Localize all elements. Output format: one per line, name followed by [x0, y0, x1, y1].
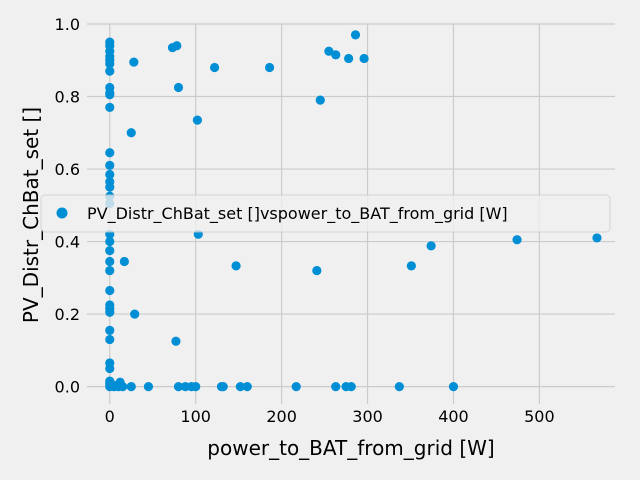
y-tick-label: 1.0	[55, 15, 80, 34]
legend-label: PV_Distr_ChBat_set []vspower_to_BAT_from…	[87, 204, 508, 224]
data-point	[105, 182, 115, 192]
data-point	[105, 363, 115, 374]
data-point	[191, 381, 201, 392]
data-point	[105, 265, 115, 276]
y-axis-label: PV_Distr_ChBat_set []	[19, 107, 43, 323]
data-point	[406, 261, 416, 271]
data-point	[173, 381, 184, 392]
data-point	[105, 256, 115, 267]
legend: PV_Distr_ChBat_set []vspower_to_BAT_from…	[40, 194, 611, 233]
legend-marker	[56, 207, 68, 219]
data-point	[105, 59, 115, 69]
scatter-points	[105, 30, 602, 392]
data-point	[105, 325, 115, 335]
data-point	[512, 235, 522, 245]
data-point	[192, 115, 203, 125]
data-point	[426, 241, 436, 251]
data-point	[324, 46, 334, 56]
data-point	[171, 336, 181, 346]
x-tick-label: 200	[266, 407, 297, 426]
data-point	[129, 57, 139, 67]
data-point	[105, 285, 115, 296]
data-point	[105, 90, 115, 100]
data-point	[394, 381, 404, 392]
data-point	[312, 265, 322, 276]
data-point	[105, 246, 115, 256]
y-tick-labels: 0.0 0.2 0.4 0.6 0.8 1.0	[55, 15, 80, 397]
data-point	[105, 102, 115, 112]
data-point	[126, 128, 136, 138]
data-point	[448, 381, 459, 392]
x-tick-labels: 0 100 200 300 400 500	[105, 407, 555, 426]
x-tick-label: 400	[438, 407, 469, 426]
data-point	[291, 381, 301, 392]
data-point	[231, 261, 241, 271]
x-axis-label: power_to_BAT_from_grid [W]	[207, 436, 494, 460]
y-tick-label: 0.0	[55, 378, 80, 397]
x-tick-label: 500	[524, 407, 555, 426]
data-point	[172, 41, 182, 51]
legend-box	[40, 194, 611, 233]
x-tick-label: 300	[352, 407, 383, 426]
data-point	[331, 50, 341, 60]
data-point	[105, 307, 115, 317]
data-point	[359, 53, 369, 64]
data-point	[105, 169, 115, 180]
data-point	[143, 381, 154, 392]
data-point	[209, 62, 220, 73]
data-point	[105, 66, 115, 76]
data-point	[235, 381, 245, 392]
data-point	[331, 381, 341, 392]
data-point	[105, 236, 115, 247]
y-tick-label: 0.4	[55, 233, 80, 252]
data-point	[105, 148, 115, 158]
y-tick-label: 0.8	[55, 88, 80, 107]
data-point	[130, 309, 140, 319]
y-tick-label: 0.6	[55, 160, 80, 179]
data-point	[126, 381, 136, 392]
data-point	[119, 256, 129, 267]
data-point	[173, 82, 184, 93]
data-point	[242, 381, 252, 392]
data-point	[118, 381, 128, 392]
data-point	[315, 95, 325, 105]
data-point	[350, 30, 361, 40]
data-point	[592, 233, 602, 243]
data-point	[346, 381, 356, 392]
x-tick-label: 0	[105, 407, 115, 426]
data-point	[105, 334, 115, 345]
y-tick-label: 0.2	[55, 305, 80, 324]
data-point	[218, 381, 228, 392]
data-point	[344, 53, 354, 64]
data-point	[105, 160, 115, 171]
x-tick-label: 100	[180, 407, 211, 426]
data-point	[264, 62, 275, 73]
